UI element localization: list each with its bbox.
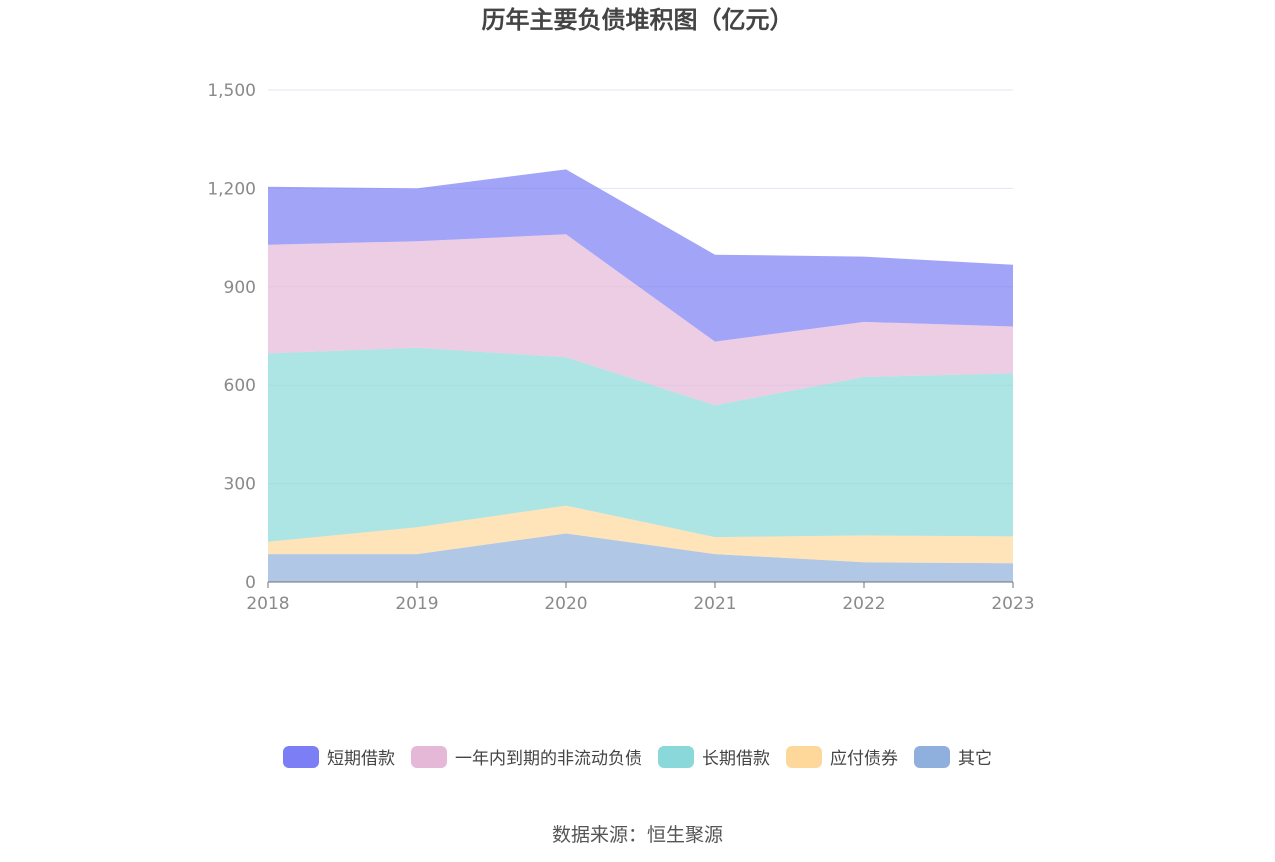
area-series-长期借款[interactable] [268, 347, 1013, 542]
x-tick-label: 2022 [842, 594, 885, 614]
legend-label: 应付债券 [830, 749, 898, 769]
legend-label: 短期借款 [327, 749, 395, 769]
chart-title: 历年主要负债堆积图（亿元） [481, 6, 794, 34]
y-tick-label: 1,200 [207, 179, 256, 199]
area-series-一年内到期的非流动负债[interactable] [268, 234, 1013, 406]
x-tick-label: 2023 [991, 594, 1034, 614]
area-series-其它[interactable] [268, 533, 1013, 583]
legend-item[interactable]: 一年内到期的非流动负债 [411, 744, 642, 769]
x-tick-label: 2018 [246, 594, 289, 614]
legend-swatch [283, 745, 319, 768]
legend-label: 其它 [958, 749, 992, 769]
legend-item[interactable]: 长期借款 [658, 744, 770, 769]
legend-label: 长期借款 [702, 749, 770, 769]
axes: 0 300 600 900 1,200 1,500 2018 2019 2020 2021 2022… [207, 81, 1034, 614]
x-tick-label: 2020 [544, 594, 587, 614]
legend-label: 一年内到期的非流动负债 [455, 749, 642, 769]
area-series-短期借款[interactable] [268, 169, 1013, 342]
legend-swatch [914, 745, 950, 768]
legend-swatch [411, 745, 447, 768]
data-source-note: 数据来源：恒生聚源 [551, 824, 723, 846]
x-tick-label: 2021 [693, 594, 736, 614]
area-series [268, 169, 1013, 582]
y-tick-label: 900 [224, 278, 256, 298]
y-tick-label: 0 [245, 573, 256, 593]
chart-plot: 0 300 600 900 1,200 1,500 2018 2019 2020 2021 2022… [207, 81, 1034, 614]
legend-item[interactable]: 其它 [914, 744, 992, 769]
x-tick-label: 2019 [395, 594, 438, 614]
area-series-应付债券[interactable] [268, 505, 1013, 564]
legend-item[interactable]: 应付债券 [786, 744, 898, 769]
legend-item[interactable]: 短期借款 [283, 744, 395, 769]
legend: 短期借款 一年内到期的非流动负债 长期借款 应付债券 其它 [0, 744, 1275, 769]
legend-swatch [658, 745, 694, 768]
y-tick-label: 600 [224, 376, 256, 396]
legend-swatch [786, 745, 822, 768]
y-tick-label: 1,500 [207, 81, 256, 101]
y-tick-label: 300 [224, 475, 256, 495]
